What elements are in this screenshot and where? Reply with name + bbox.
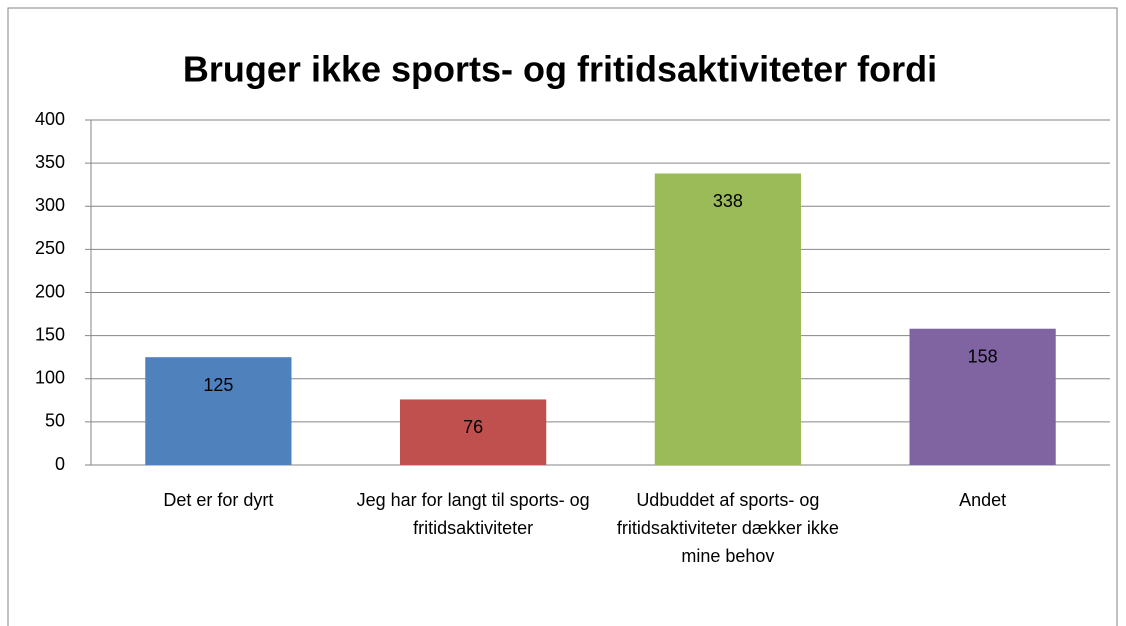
y-tick-label: 400: [35, 109, 65, 129]
x-tick-label: Andet: [959, 490, 1007, 510]
y-tick-label: 0: [55, 454, 65, 474]
bar: [145, 357, 292, 465]
data-label: 76: [463, 417, 483, 437]
data-label: 125: [203, 375, 233, 395]
y-tick-label: 300: [35, 195, 65, 215]
x-tick-label-box: Det er for dyrt: [163, 490, 274, 510]
y-tick-label: 100: [35, 368, 65, 388]
x-tick-label-box: Udbuddet af sports- og fritidsaktivitete…: [616, 490, 839, 566]
chart-title: Bruger ikke sports- og fritidsaktivitete…: [183, 49, 937, 90]
x-tick-label: Det er for dyrt: [163, 490, 274, 510]
x-tick-label: Jeg har for langt til sports- og fritids…: [356, 490, 590, 538]
y-tick-label: 250: [35, 238, 65, 258]
x-tick-label: Udbuddet af sports- og fritidsaktivitete…: [616, 490, 839, 566]
y-tick-label: 200: [35, 281, 65, 301]
bar: [909, 328, 1056, 465]
y-tick-label: 150: [35, 324, 65, 344]
data-label: 158: [968, 346, 998, 366]
y-tick-label: 350: [35, 152, 65, 172]
bar: [654, 173, 801, 465]
x-tick-label-box: Andet: [959, 490, 1007, 510]
data-label: 338: [713, 191, 743, 211]
chart-frame: [7, 7, 1118, 626]
y-tick-label: 50: [45, 411, 65, 431]
bar: [400, 399, 547, 465]
x-tick-label-box: Jeg har for langt til sports- og fritids…: [356, 490, 590, 538]
